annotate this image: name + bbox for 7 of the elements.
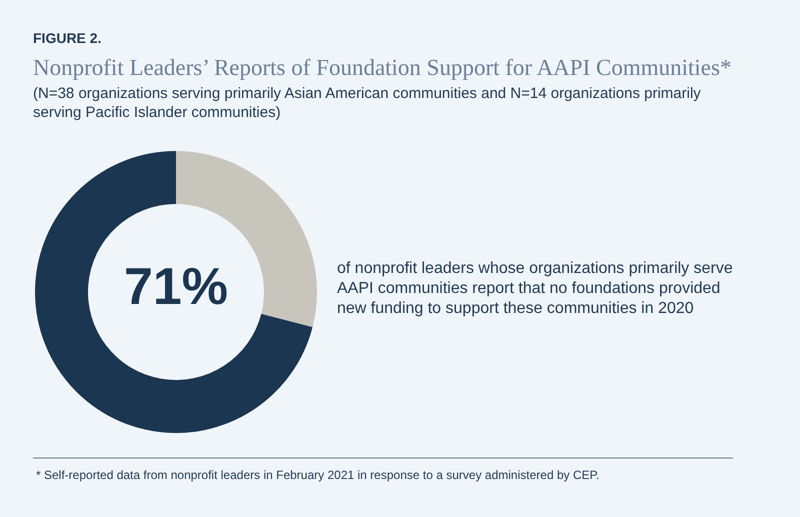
text: Nonprofit Leaders’ Reports of Foundation Support for AAPI Communities*: [33, 55, 732, 80]
text: of nonprofit leaders whose organizations primarily serve AAPI communities report that no foundations provided new funding to support these communities in 2020: [337, 260, 733, 317]
caption: FIGURE 2.: [33, 30, 102, 46]
donut-slice: [35, 151, 313, 433]
text: * Self-reported data from nonprofit leaders in February 2021 in response to a survey administered by CEP.: [36, 468, 600, 482]
data-label: 71%: [124, 258, 228, 316]
text: (N=38 organizations serving primarily Asian American communities and N=14 organizations primarily serving Pacific Islander communities): [33, 85, 702, 121]
